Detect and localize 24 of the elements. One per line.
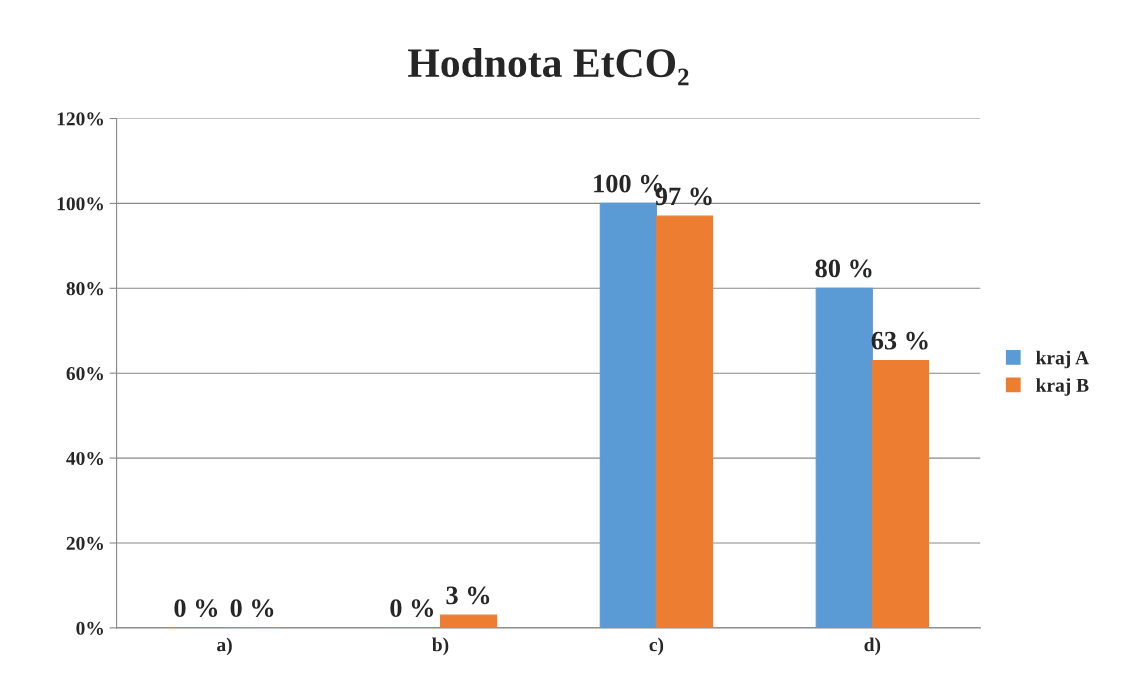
y-tick-label: 80% — [66, 282, 103, 296]
bar — [871, 359, 930, 628]
legend-label: kraj B — [1036, 378, 1089, 396]
data-label: 3 % — [446, 586, 490, 605]
bar — [439, 614, 498, 628]
legend-label: kraj A — [1036, 350, 1089, 369]
data-label: 0 % — [230, 599, 274, 618]
data-label: 0 % — [390, 599, 434, 618]
y-tick-label: 0% — [76, 621, 103, 635]
y-tick-label: 100% — [57, 197, 103, 211]
data-label: 0 % — [174, 599, 218, 618]
y-tick-label: 120% — [57, 112, 103, 126]
x-tick-label: c) — [649, 637, 664, 656]
y-tick-label: 60% — [66, 367, 103, 381]
x-tick-label: d) — [864, 637, 881, 656]
x-tick-label: b) — [432, 637, 449, 656]
bar — [815, 287, 873, 628]
bar — [655, 215, 714, 628]
data-label: 80 % — [815, 259, 872, 278]
bar — [599, 202, 657, 628]
y-tick-label: 20% — [66, 536, 103, 550]
y-tick-label: 40% — [66, 451, 103, 466]
chart-title: Hodnota EtCO₂ — [408, 47, 689, 86]
x-tick-label: a) — [217, 637, 232, 656]
